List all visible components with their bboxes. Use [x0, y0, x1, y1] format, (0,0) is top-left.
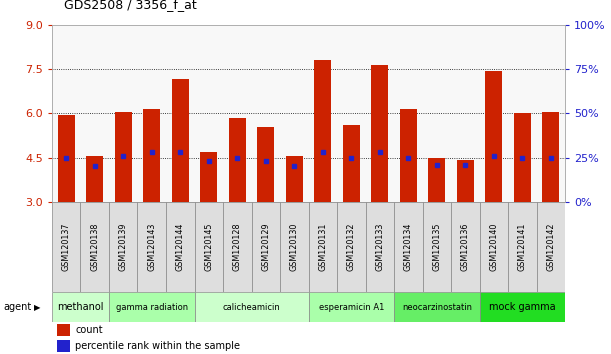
Bar — [309, 202, 337, 292]
Text: ▶: ▶ — [34, 303, 40, 312]
Text: GSM120143: GSM120143 — [147, 223, 156, 271]
Bar — [343, 125, 360, 202]
Bar — [337, 202, 365, 292]
Text: GSM120135: GSM120135 — [433, 223, 441, 271]
Bar — [229, 118, 246, 202]
Bar — [394, 292, 480, 322]
Bar — [543, 112, 560, 202]
Text: mock gamma: mock gamma — [489, 302, 556, 312]
Bar — [480, 292, 565, 322]
Bar — [451, 202, 480, 292]
Text: methanol: methanol — [57, 302, 104, 312]
Text: GSM120142: GSM120142 — [546, 223, 555, 271]
Text: count: count — [75, 325, 103, 336]
Bar — [194, 202, 223, 292]
Bar — [86, 156, 103, 202]
Bar — [143, 109, 160, 202]
Bar — [257, 127, 274, 202]
Bar — [166, 202, 194, 292]
Bar — [137, 202, 166, 292]
Bar — [57, 115, 75, 202]
Bar — [115, 112, 132, 202]
Bar — [480, 202, 508, 292]
Bar — [428, 158, 445, 202]
Text: neocarzinostatin: neocarzinostatin — [402, 303, 472, 312]
Text: gamma radiation: gamma radiation — [115, 303, 188, 312]
Bar — [400, 109, 417, 202]
Text: GDS2508 / 3356_f_at: GDS2508 / 3356_f_at — [64, 0, 197, 11]
Bar — [394, 202, 423, 292]
Bar — [514, 113, 531, 202]
Text: GSM120132: GSM120132 — [347, 223, 356, 271]
Bar — [52, 202, 81, 292]
Bar — [286, 156, 303, 202]
Bar — [457, 160, 474, 202]
Bar — [57, 340, 70, 353]
Bar — [57, 324, 70, 336]
Text: GSM120144: GSM120144 — [176, 223, 185, 271]
Text: GSM120130: GSM120130 — [290, 223, 299, 271]
Bar — [172, 79, 189, 202]
Bar — [81, 202, 109, 292]
Text: GSM120138: GSM120138 — [90, 223, 99, 271]
Bar — [536, 202, 565, 292]
Text: GSM120137: GSM120137 — [62, 223, 71, 271]
Bar — [314, 60, 331, 202]
Bar — [371, 65, 389, 202]
Text: GSM120145: GSM120145 — [204, 223, 213, 271]
Bar — [200, 152, 218, 202]
Bar — [508, 202, 536, 292]
Text: GSM120139: GSM120139 — [119, 223, 128, 271]
Text: percentile rank within the sample: percentile rank within the sample — [75, 341, 240, 352]
Text: GSM120131: GSM120131 — [318, 223, 327, 271]
Text: GSM120128: GSM120128 — [233, 223, 242, 271]
Bar — [109, 292, 194, 322]
Bar — [309, 292, 394, 322]
Text: GSM120129: GSM120129 — [262, 223, 270, 271]
Text: agent: agent — [3, 302, 31, 312]
Text: GSM120140: GSM120140 — [489, 223, 499, 271]
Bar — [223, 202, 252, 292]
Bar — [109, 202, 137, 292]
Text: GSM120133: GSM120133 — [375, 223, 384, 271]
Bar — [365, 202, 394, 292]
Bar — [52, 292, 109, 322]
Text: GSM120136: GSM120136 — [461, 223, 470, 271]
Text: GSM120134: GSM120134 — [404, 223, 413, 271]
Text: GSM120141: GSM120141 — [518, 223, 527, 271]
Bar — [280, 202, 309, 292]
Bar — [252, 202, 280, 292]
Text: calicheamicin: calicheamicin — [222, 303, 280, 312]
Bar — [485, 70, 502, 202]
Text: esperamicin A1: esperamicin A1 — [319, 303, 384, 312]
Bar — [194, 292, 309, 322]
Bar — [423, 202, 451, 292]
